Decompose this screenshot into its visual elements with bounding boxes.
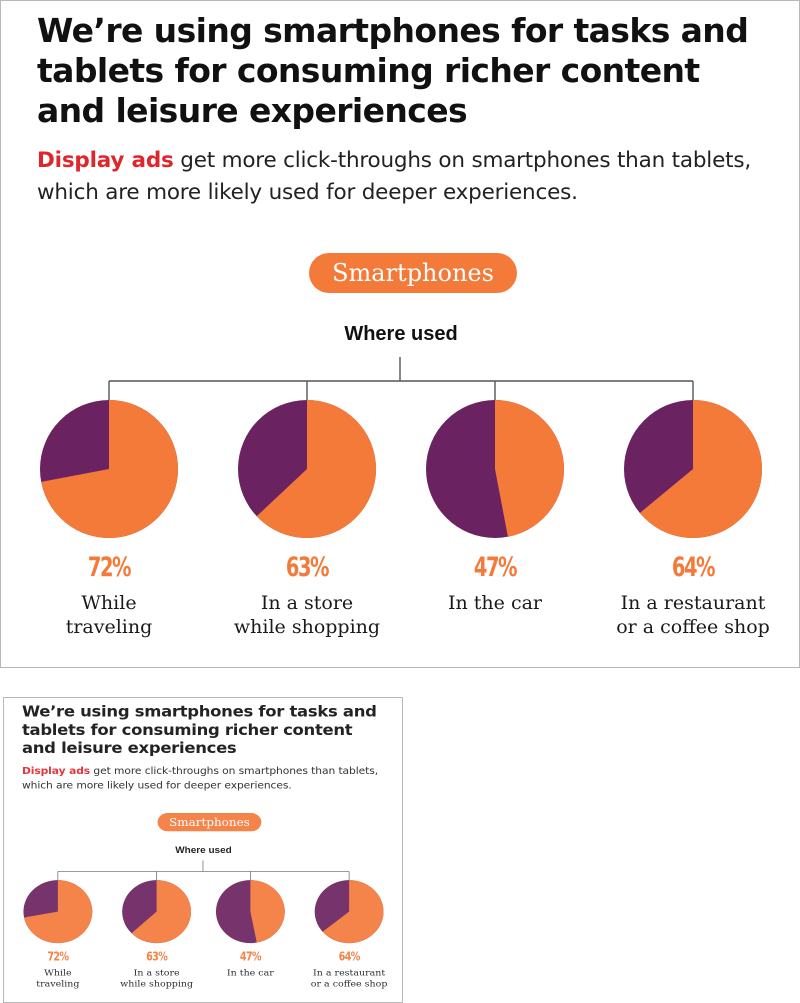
thumbnail-category-label-2: In a store while shopping bbox=[107, 967, 207, 989]
pie-slice-value-2 bbox=[256, 400, 376, 538]
thumbnail-category-label-3: In the car bbox=[200, 967, 300, 978]
percent-label-4: 64% bbox=[671, 552, 716, 583]
where-used-label: Where used bbox=[344, 323, 458, 345]
category-label-1-line-1: While bbox=[81, 592, 137, 614]
category-label-4-line-2: or a coffee shop bbox=[616, 616, 770, 638]
pie-4 bbox=[624, 400, 762, 538]
category-label-2-line-2: while shopping bbox=[233, 616, 381, 638]
thumbnail-pie-3 bbox=[215, 880, 285, 944]
pie-slice-value-4 bbox=[639, 400, 762, 538]
thumbnail-subheadline-text: get more click-throughs on smartphones t… bbox=[21, 765, 379, 792]
category-label-3-line-1: In the car bbox=[448, 592, 542, 614]
category-label-3: In the car bbox=[395, 591, 595, 615]
percent-label-2: 63% bbox=[285, 552, 330, 583]
thumbnail-percent-label-4: 64% bbox=[338, 949, 361, 964]
connector-tree bbox=[108, 357, 694, 402]
category-label-1: While traveling bbox=[9, 591, 209, 639]
thumbnail-subheadline-highlight: Display ads bbox=[21, 765, 91, 777]
thumbnail-category-label-2-line-2: while shopping bbox=[120, 978, 194, 989]
category-label-1-line-2: traveling bbox=[65, 616, 153, 638]
thumbnail-percent-label-2: 63% bbox=[146, 949, 168, 964]
pie-slice-value-3 bbox=[495, 400, 564, 537]
thumbnail-percent-label-3: 47% bbox=[239, 949, 262, 964]
thumbnail-category-label-1-line-2: traveling bbox=[36, 978, 80, 989]
thumbnail-category-label-4-line-2: or a coffee shop bbox=[310, 978, 388, 989]
thumbnail-pie-slice-value-3 bbox=[250, 880, 285, 943]
category-label-2-line-1: In a store bbox=[260, 592, 354, 614]
thumbnail-pie-4 bbox=[314, 880, 384, 944]
thumbnail-pie-2 bbox=[122, 880, 192, 944]
pie-3 bbox=[426, 400, 564, 538]
pie-2 bbox=[238, 400, 376, 538]
thumbnail-device-pill: Smartphones bbox=[157, 813, 262, 832]
subheadline-text: get more click-throughs on smartphones t… bbox=[37, 148, 751, 205]
pie-slice-value-1 bbox=[41, 400, 178, 538]
thumbnail-where-used-label: Where used bbox=[175, 844, 232, 856]
thumbnail-headline: We’re using smartphones for tasks and ta… bbox=[21, 702, 377, 757]
thumbnail-pie-slice-value-1 bbox=[24, 880, 93, 944]
infographic-content: We’re using smartphones for tasks and ta… bbox=[1, 1, 799, 667]
percent-label-3: 47% bbox=[473, 552, 518, 583]
thumbnail-category-label-1-line-1: While bbox=[44, 967, 72, 978]
thumbnail-panel: We’re using smartphones for tasks and ta… bbox=[3, 697, 403, 1003]
thumbnail-subheadline: Display ads get more click-throughs on s… bbox=[22, 764, 396, 793]
thumbnail-category-label-1: While traveling bbox=[8, 967, 108, 989]
category-label-2: In a store while shopping bbox=[207, 591, 407, 639]
subheadline-highlight: Display ads bbox=[37, 148, 174, 173]
pie-1 bbox=[40, 400, 178, 538]
thumbnail-category-label-4: In a restaurant or a coffee shop bbox=[299, 967, 399, 989]
thumbnail-connector-tree bbox=[57, 860, 350, 882]
thumbnail-pie-1 bbox=[23, 880, 93, 944]
infographic-panel: We’re using smartphones for tasks and ta… bbox=[0, 0, 800, 668]
headline: We’re using smartphones for tasks and ta… bbox=[37, 11, 749, 130]
thumbnail-category-label-4-line-1: In a restaurant bbox=[313, 967, 386, 978]
percent-label-1: 72% bbox=[87, 552, 132, 583]
device-pill: Smartphones bbox=[309, 253, 517, 293]
thumbnail-pie-slice-value-2 bbox=[131, 880, 192, 944]
thumbnail-category-label-2-line-1: In a store bbox=[133, 967, 180, 978]
thumbnail-category-label-3-line-1: In the car bbox=[226, 967, 274, 978]
category-label-4: In a restaurant or a coffee shop bbox=[593, 591, 793, 639]
thumbnail-pie-slice-value-4 bbox=[322, 880, 384, 944]
thumbnail-percent-label-1: 72% bbox=[47, 949, 69, 964]
subheadline: Display ads get more click-throughs on s… bbox=[37, 145, 787, 209]
category-label-4-line-1: In a restaurant bbox=[620, 592, 766, 614]
thumbnail-content: We’re using smartphones for tasks and ta… bbox=[4, 698, 402, 1002]
